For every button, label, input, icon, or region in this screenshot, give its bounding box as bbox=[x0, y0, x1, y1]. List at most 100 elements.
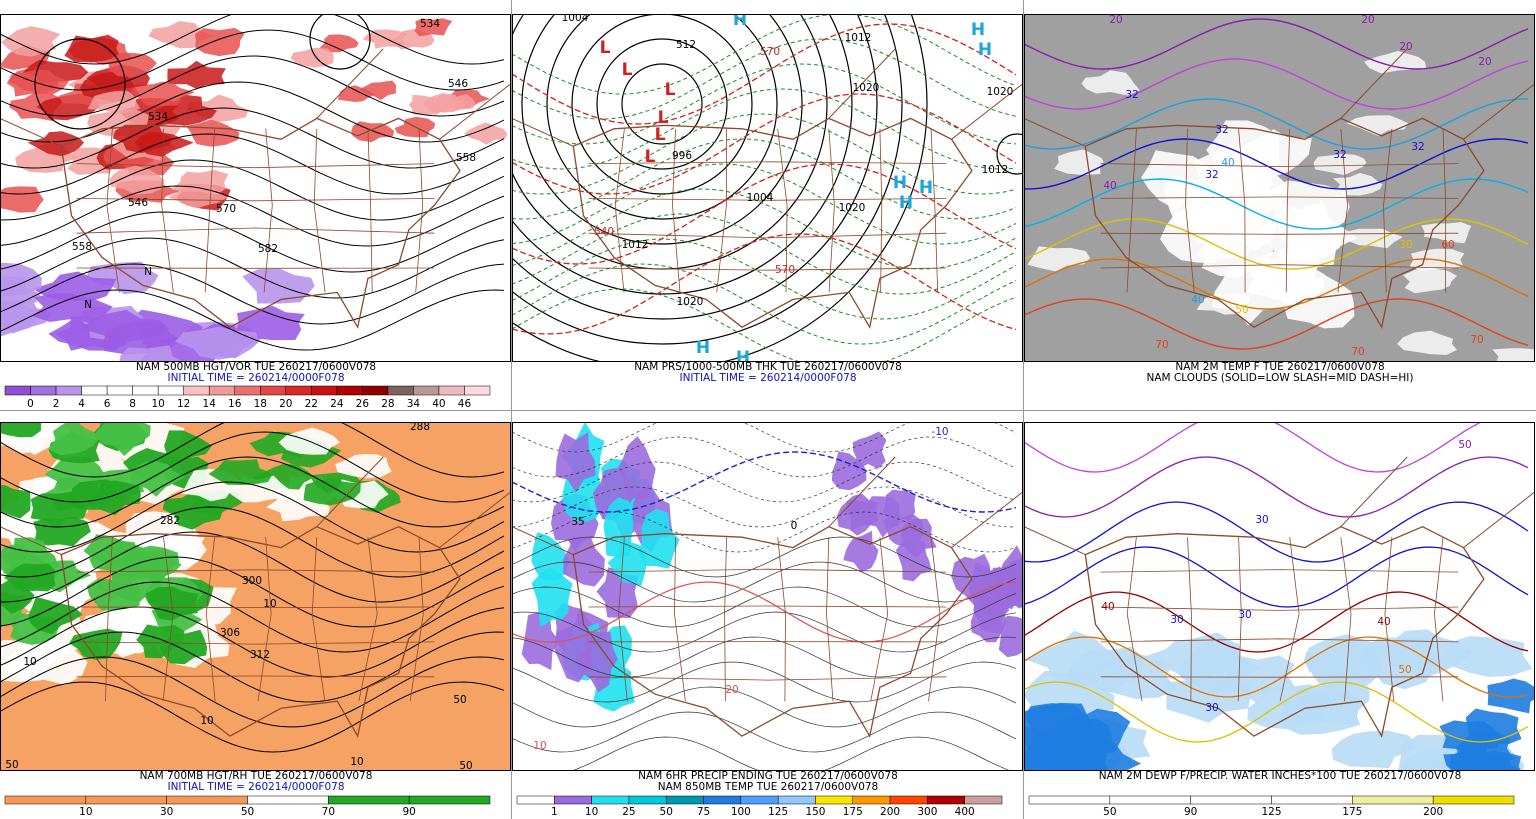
colorbar-swatch bbox=[408, 795, 491, 805]
shaded-area bbox=[1403, 268, 1458, 294]
shaded-area bbox=[998, 615, 1023, 658]
shaded-area bbox=[69, 628, 123, 660]
contour-line bbox=[1024, 681, 1529, 743]
colorbar-swatch bbox=[777, 795, 816, 805]
contour-line bbox=[0, 631, 505, 703]
contour-label: 1004 bbox=[747, 192, 774, 204]
contour-line bbox=[1024, 456, 1529, 518]
shaded-area bbox=[1305, 637, 1383, 689]
state-line bbox=[76, 641, 435, 645]
state-line bbox=[1100, 606, 1459, 611]
contour-line bbox=[512, 14, 878, 320]
shaded-area bbox=[852, 431, 887, 471]
colorbar-label: 16 bbox=[228, 398, 242, 410]
contour-line bbox=[1024, 501, 1529, 563]
contour-line bbox=[512, 93, 1017, 195]
contour-line bbox=[0, 606, 505, 678]
map-panel: 288 300 306 312 10 10 10 50 10 50 50 282 NAM 700MB H… bbox=[0, 422, 511, 818]
contour-label: 20 bbox=[1109, 14, 1122, 26]
state-line bbox=[870, 537, 889, 702]
contour-label: 50 bbox=[459, 760, 472, 772]
colorbar-swatch bbox=[740, 795, 779, 805]
state-line bbox=[1187, 537, 1192, 702]
state-line bbox=[588, 676, 947, 681]
shaded-area bbox=[1212, 264, 1288, 326]
map-frame bbox=[1024, 422, 1535, 771]
contour-line bbox=[512, 636, 1017, 678]
colorbar-swatch bbox=[964, 795, 1003, 805]
contour-line bbox=[0, 456, 505, 528]
contour-label: 282 bbox=[160, 515, 180, 527]
colorbar-label: 18 bbox=[254, 398, 267, 410]
state-line bbox=[76, 163, 435, 169]
colorbar-swatch bbox=[591, 795, 630, 805]
shaded-area bbox=[32, 293, 113, 323]
colorbar-swatch bbox=[311, 385, 338, 396]
contour-label: 1020 bbox=[839, 202, 866, 214]
colorbar-swatch bbox=[157, 385, 184, 396]
shaded-area bbox=[555, 432, 596, 493]
shaded-area bbox=[30, 491, 88, 529]
colorbar-swatch bbox=[234, 385, 261, 396]
state-line bbox=[674, 537, 686, 702]
colorbar-swatch bbox=[1271, 795, 1353, 805]
contour-line bbox=[0, 107, 505, 169]
colorbar-label: 2 bbox=[53, 398, 60, 410]
colorbar-swatch bbox=[1432, 795, 1515, 805]
map-frame bbox=[512, 14, 1023, 362]
shaded-area bbox=[131, 81, 195, 107]
shaded-area bbox=[167, 60, 226, 89]
panel-title: NAM 2M TEMP F TUE 260217/0600V078 bbox=[1175, 361, 1384, 373]
shaded-area bbox=[1492, 348, 1535, 362]
contour-label: 30 bbox=[1170, 614, 1183, 626]
colorbar-label: 6 bbox=[104, 398, 111, 410]
contour-label: 70 bbox=[1470, 334, 1483, 346]
shaded-area bbox=[531, 532, 570, 581]
panel-title: NAM 700MB HGT/RH TUE 260217/0600V078 bbox=[140, 770, 373, 782]
contour-label: 32 bbox=[1333, 149, 1346, 161]
panel-subtitle: NAM 850MB TEMP TUE 260217/0600V078 bbox=[658, 781, 879, 793]
colorbar-swatch bbox=[387, 385, 414, 396]
shaded-area bbox=[145, 586, 199, 621]
contour-label: 546 bbox=[448, 78, 468, 90]
state-line bbox=[930, 128, 939, 293]
contour-line bbox=[512, 163, 1017, 245]
contour-line bbox=[0, 237, 505, 299]
colorbar-label: 8 bbox=[129, 398, 136, 410]
colorbar-swatch bbox=[328, 795, 410, 805]
colorbar-label: 200 bbox=[880, 806, 900, 818]
state-line bbox=[311, 537, 326, 702]
state-line bbox=[716, 128, 727, 293]
colorbar-swatch bbox=[285, 385, 312, 396]
shaded-area bbox=[186, 119, 240, 147]
contour-label: 30 bbox=[1255, 514, 1268, 526]
shaded-area bbox=[1449, 747, 1510, 771]
state-line bbox=[313, 128, 326, 293]
state-line bbox=[1279, 537, 1300, 702]
contour-line bbox=[512, 711, 1017, 753]
contour-label: 306 bbox=[220, 627, 240, 639]
contour-line bbox=[512, 213, 1017, 295]
coastline bbox=[572, 117, 973, 329]
contour-line bbox=[1024, 98, 1528, 150]
contour-label: 0 bbox=[791, 520, 798, 532]
contour-line bbox=[0, 55, 505, 117]
state-line bbox=[1285, 128, 1291, 293]
map-area: 35 -10 10 20 0 bbox=[512, 422, 1023, 771]
colorbar-label: 4 bbox=[78, 398, 85, 410]
contour-label: 20 bbox=[1478, 56, 1491, 68]
state-line bbox=[1100, 638, 1459, 643]
state-line bbox=[1238, 128, 1246, 293]
colorbar-label: 24 bbox=[330, 398, 344, 410]
state-line bbox=[367, 128, 373, 293]
colorbar-swatch bbox=[628, 795, 667, 805]
state-line bbox=[777, 128, 788, 293]
shaded-area bbox=[48, 422, 99, 456]
contour-line bbox=[0, 211, 505, 273]
colorbar-label: 90 bbox=[1184, 806, 1197, 818]
coastline bbox=[60, 525, 461, 738]
contour-line bbox=[1024, 18, 1529, 70]
map-panel: 30 30 30 40 40 50 30 50 NAM 2M DEWP F/PRECIP. WA… bbox=[1024, 422, 1535, 818]
state-line bbox=[826, 537, 834, 702]
contour-line bbox=[571, 14, 753, 195]
